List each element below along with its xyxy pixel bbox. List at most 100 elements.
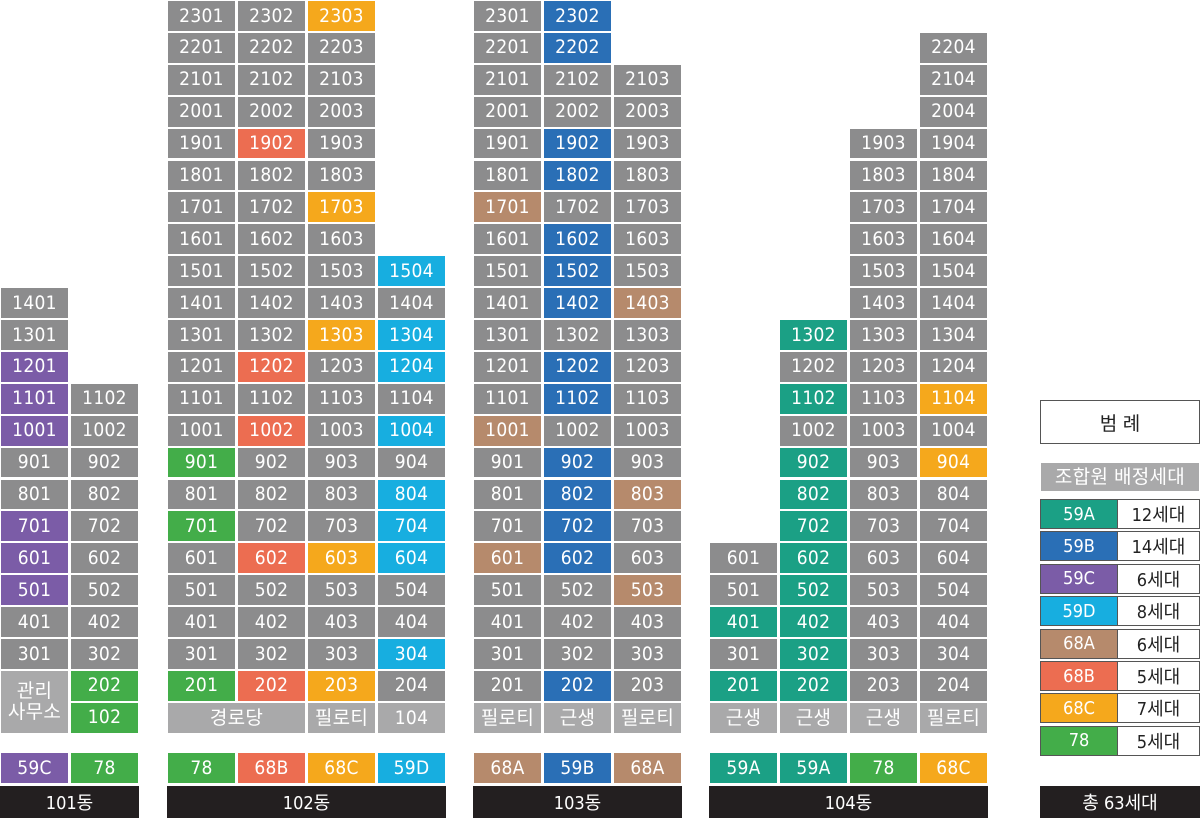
- unit-cell: 202: [70, 669, 139, 702]
- unit-cell: 1004: [377, 414, 446, 447]
- legend-count: 7세대: [1118, 693, 1200, 724]
- unit-cell: 203: [613, 669, 682, 702]
- unit-cell: 803: [613, 478, 682, 511]
- unit-cell: 1401: [167, 287, 236, 319]
- unit-cell: 302: [70, 638, 139, 670]
- type-label: 59C: [0, 752, 69, 784]
- unit-cell: 503: [849, 574, 918, 607]
- unit-cell: 502: [779, 574, 848, 607]
- legend-swatch: 59D: [1040, 596, 1118, 627]
- unit-cell: 903: [613, 446, 682, 479]
- unit-cell: 1404: [919, 287, 988, 319]
- unit-cell: 1204: [919, 350, 988, 383]
- building-name: 102동: [167, 786, 446, 818]
- unit-cell: 1202: [543, 350, 612, 383]
- unit-cell: 1103: [849, 382, 918, 415]
- unit-cell: 704: [919, 510, 988, 543]
- unit-cell: 701: [167, 510, 236, 543]
- unit-cell: 1201: [167, 350, 236, 383]
- unit-cell: 2302: [237, 0, 306, 32]
- unit-cell: 1703: [307, 191, 376, 224]
- ground-span-label: 경로당: [167, 702, 306, 734]
- unit-cell: 704: [377, 510, 446, 543]
- legend-total: 총 63세대: [1040, 786, 1200, 818]
- unit-cell: 1001: [167, 414, 236, 447]
- unit-cell: 701: [0, 510, 69, 543]
- unit-cell: 202: [237, 669, 306, 702]
- unit-cell: 501: [709, 574, 778, 607]
- unit-cell: 1201: [473, 350, 542, 383]
- building-name: 101동: [0, 786, 139, 818]
- unit-cell: 801: [0, 478, 69, 511]
- unit-cell: 1701: [167, 191, 236, 224]
- unit-cell: 2301: [473, 0, 542, 32]
- unit-cell: 2101: [473, 63, 542, 96]
- unit-cell: 603: [307, 542, 376, 575]
- unit-cell: 1101: [473, 382, 542, 415]
- unit-cell: 1401: [0, 287, 69, 319]
- ground-floor-label: 관리 사무소: [0, 669, 69, 734]
- unit-cell: 1704: [919, 191, 988, 224]
- unit-cell: 1901: [473, 127, 542, 160]
- unit-cell: 602: [779, 542, 848, 575]
- unit-cell: 1501: [473, 255, 542, 288]
- unit-cell: 1302: [543, 319, 612, 351]
- unit-cell: 1503: [849, 255, 918, 288]
- unit-cell: 1903: [613, 127, 682, 160]
- unit-cell: 603: [613, 542, 682, 575]
- unit-cell: 401: [709, 606, 778, 638]
- unit-cell: 1203: [849, 350, 918, 383]
- unit-cell: 302: [779, 638, 848, 670]
- unit-cell: 703: [613, 510, 682, 543]
- legend-count: 8세대: [1118, 596, 1200, 627]
- unit-cell: 1901: [167, 127, 236, 160]
- unit-cell: 301: [709, 638, 778, 670]
- unit-cell: 1701: [473, 191, 542, 224]
- unit-cell: 403: [307, 606, 376, 638]
- unit-cell: 1001: [473, 414, 542, 447]
- unit-cell: 203: [307, 669, 376, 702]
- unit-cell: 1102: [237, 382, 306, 415]
- unit-cell: 1302: [237, 319, 306, 351]
- unit-cell: 903: [307, 446, 376, 479]
- unit-cell: 1504: [377, 255, 446, 288]
- unit-cell: 1404: [377, 287, 446, 319]
- unit-cell: 1002: [543, 414, 612, 447]
- ground-floor-label: 필로티: [919, 702, 988, 734]
- building-name: 103동: [473, 786, 682, 818]
- unit-cell: 601: [473, 542, 542, 575]
- unit-cell: 1304: [919, 319, 988, 351]
- unit-cell: 801: [167, 478, 236, 511]
- unit-cell: 1102: [543, 382, 612, 415]
- unit-cell: 2103: [613, 63, 682, 96]
- unit-cell: 601: [167, 542, 236, 575]
- ground-floor-label: 필로티: [307, 702, 376, 734]
- unit-cell: 1504: [919, 255, 988, 288]
- unit-cell: 2202: [237, 31, 306, 64]
- unit-cell: 503: [307, 574, 376, 607]
- unit-cell: 604: [919, 542, 988, 575]
- unit-cell: 2101: [167, 63, 236, 96]
- unit-cell: 901: [0, 446, 69, 479]
- unit-cell: 1602: [237, 223, 306, 256]
- unit-cell: 1402: [543, 287, 612, 319]
- unit-cell: 1203: [613, 350, 682, 383]
- unit-cell: 902: [237, 446, 306, 479]
- unit-cell: 2004: [919, 95, 988, 128]
- unit-cell: 1002: [70, 414, 139, 447]
- unit-cell: 303: [849, 638, 918, 670]
- unit-cell: 802: [779, 478, 848, 511]
- type-label: 59A: [779, 752, 848, 784]
- legend-swatch: 78: [1040, 725, 1118, 756]
- unit-cell: 2102: [237, 63, 306, 96]
- unit-cell: 304: [919, 638, 988, 670]
- ground-floor-label: 근생: [779, 702, 848, 734]
- unit-cell: 203: [849, 669, 918, 702]
- legend-count: 12세대: [1118, 499, 1200, 529]
- unit-cell: 301: [473, 638, 542, 670]
- unit-cell: 1603: [613, 223, 682, 256]
- legend-subtitle: 조합원 배정세대: [1040, 462, 1200, 492]
- unit-cell: 702: [779, 510, 848, 543]
- unit-cell: 601: [709, 542, 778, 575]
- unit-cell: 1403: [613, 287, 682, 319]
